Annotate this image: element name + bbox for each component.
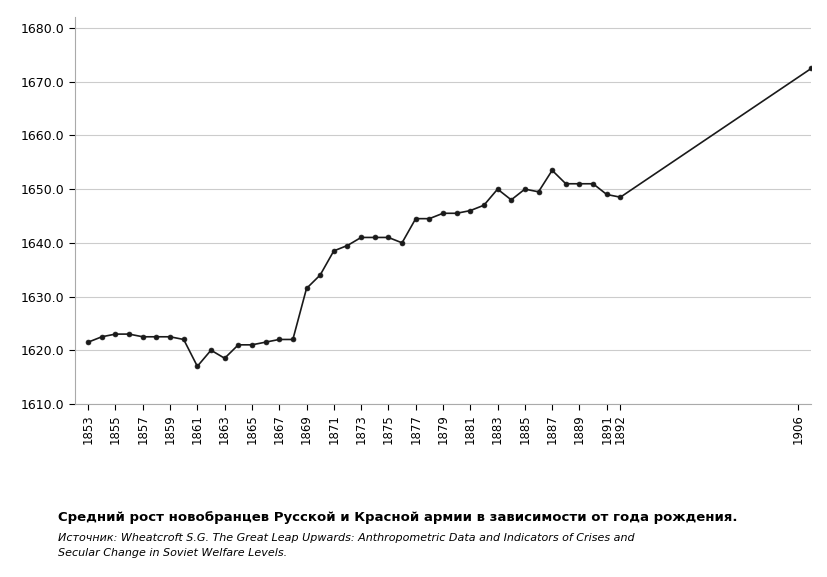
Text: Источник: Wheatcroft S.G. The Great Leap Upwards: Anthropometric Data and Indica: Источник: Wheatcroft S.G. The Great Leap… (58, 533, 633, 543)
Text: Secular Change in Soviet Welfare Levels.: Secular Change in Soviet Welfare Levels. (58, 548, 287, 558)
Text: Средний рост новобранцев Русской и Красной армии в зависимости от года рождения.: Средний рост новобранцев Русской и Красн… (58, 511, 737, 524)
